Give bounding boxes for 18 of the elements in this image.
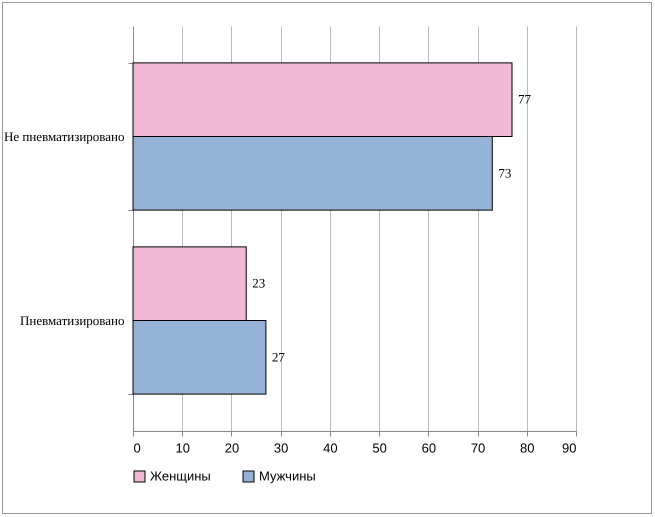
x-tick-label: 40	[323, 440, 338, 456]
x-tick-label: 50	[372, 440, 387, 456]
x-tick-label: 0	[134, 440, 141, 456]
x-tick-label: 90	[562, 440, 576, 456]
x-tick-label: 20	[224, 440, 240, 456]
x-tick-label: 70	[470, 440, 486, 456]
x-tick-label: 80	[520, 440, 535, 456]
data-label: 23	[252, 276, 266, 291]
x-tick-label: 10	[175, 440, 190, 456]
data-label: 27	[272, 349, 286, 364]
legend-label: Мужчины	[259, 468, 316, 484]
data-label: 73	[498, 165, 512, 180]
y-tick-label: Не пневматизировано	[4, 128, 124, 144]
y-tick-label: Пневматизировано	[20, 313, 124, 328]
x-tick-label: 30	[274, 440, 288, 456]
data-label: 77	[518, 92, 532, 107]
x-tick-label: 60	[422, 440, 436, 456]
legend-label: Женщины	[150, 468, 211, 484]
